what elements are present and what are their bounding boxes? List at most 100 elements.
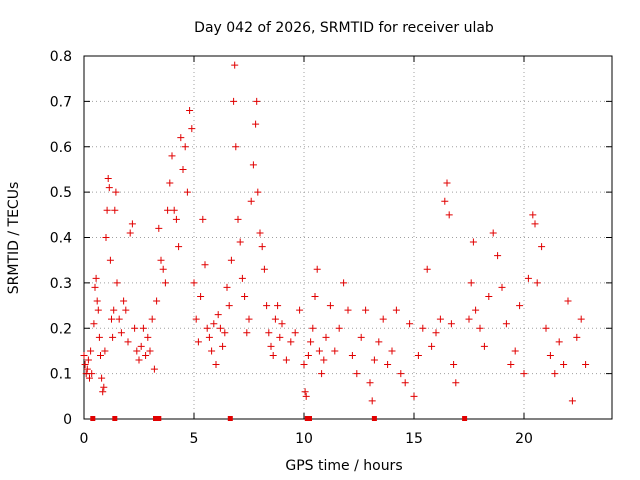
data-point (271, 315, 279, 323)
data-point (161, 279, 169, 287)
data-point (225, 302, 233, 310)
data-point (194, 338, 202, 346)
data-point (524, 274, 532, 282)
data-point (428, 342, 436, 350)
data-point (212, 361, 220, 369)
data-point (243, 329, 251, 337)
data-point (230, 97, 238, 105)
y-axis-label: SRMTID / TECUs (6, 182, 22, 295)
data-point (375, 338, 383, 346)
data-point (181, 143, 189, 151)
data-point (247, 197, 255, 205)
data-point (186, 106, 194, 114)
x-axis: 0 5 10 15 20 (80, 56, 533, 447)
data-point (529, 211, 537, 219)
data-point (159, 265, 167, 273)
data-point (227, 256, 235, 264)
data-point (362, 306, 370, 314)
data-point (234, 215, 242, 223)
data-point (120, 297, 128, 305)
data-point (410, 392, 418, 400)
chart-grid (84, 56, 612, 419)
data-point (170, 206, 178, 214)
data-point (142, 351, 150, 359)
data-point (480, 342, 488, 350)
x-tick-label: 20 (515, 431, 533, 447)
data-point (368, 397, 376, 405)
data-point (210, 320, 218, 328)
data-point (564, 297, 572, 305)
data-point (254, 188, 262, 196)
data-point (238, 274, 246, 282)
data-point (423, 265, 431, 273)
data-point (452, 379, 460, 387)
data-point (115, 315, 123, 323)
data-point (436, 315, 444, 323)
x-tick-label: 15 (405, 431, 423, 447)
data-point (84, 356, 92, 364)
data-point (276, 333, 284, 341)
data-point (97, 351, 104, 359)
data-point (467, 279, 475, 287)
data-point (223, 283, 231, 291)
data-point (153, 297, 161, 305)
data-point (274, 302, 282, 310)
data-point (348, 351, 356, 359)
data-point (221, 329, 229, 337)
data-point (577, 315, 585, 323)
data-point (95, 333, 103, 341)
data-point (133, 347, 141, 355)
y-tick-label: 0.3 (50, 276, 72, 292)
data-point (309, 324, 317, 332)
data-point (99, 388, 107, 396)
data-point (111, 206, 119, 214)
data-point (148, 315, 156, 323)
data-point (252, 120, 260, 128)
y-tick-label: 0.1 (50, 367, 72, 383)
y-tick-label: 0.4 (50, 231, 72, 247)
data-point (401, 379, 409, 387)
data-point (494, 252, 502, 260)
data-point (551, 370, 559, 378)
data-point (443, 179, 451, 187)
data-point (137, 342, 145, 350)
gap-marker (371, 416, 377, 421)
data-point (498, 283, 506, 291)
gap-marker (227, 416, 233, 421)
data-point (122, 306, 130, 314)
data-point (318, 370, 326, 378)
data-point (91, 283, 99, 291)
data-point (502, 320, 510, 328)
gap-marker (90, 416, 96, 421)
data-point (507, 361, 515, 369)
data-point (236, 238, 244, 246)
data-point (256, 229, 264, 237)
y-tick-label: 0.7 (50, 94, 72, 110)
data-point (146, 347, 154, 355)
data-point (258, 243, 266, 251)
data-point (331, 347, 339, 355)
data-point (300, 361, 308, 369)
data-point (183, 188, 191, 196)
data-point (555, 338, 563, 346)
data-point (128, 220, 136, 228)
data-point (315, 347, 323, 355)
data-point (117, 329, 125, 337)
data-point (106, 256, 114, 264)
data-point (102, 234, 110, 241)
data-point (531, 220, 539, 228)
data-point (245, 315, 253, 323)
data-point (105, 184, 113, 192)
data-point (542, 324, 550, 332)
data-point (155, 224, 163, 232)
data-point (177, 134, 185, 142)
gap-markers (90, 416, 468, 421)
data-point (219, 342, 227, 350)
data-point (307, 338, 315, 346)
data-point (472, 306, 480, 314)
data-point (301, 388, 309, 396)
gap-marker (307, 416, 312, 421)
data-point (313, 265, 321, 273)
data-point (139, 324, 147, 332)
data-point (445, 211, 453, 219)
